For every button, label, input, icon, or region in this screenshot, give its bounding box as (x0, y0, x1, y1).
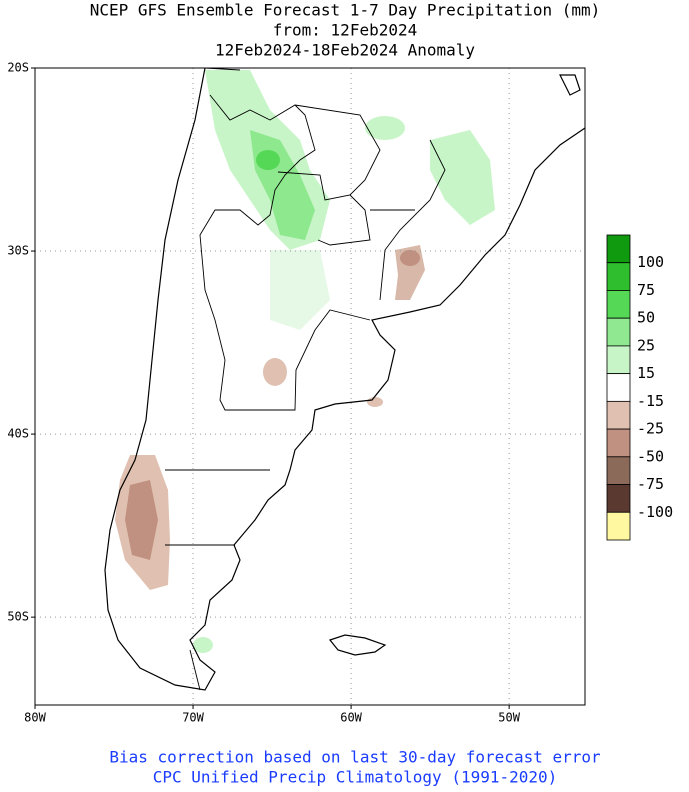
lat-tick-label: 40S (7, 427, 29, 441)
lon-tick-label: 70W (182, 711, 204, 725)
islands (328, 74, 581, 656)
title-line: from: 12Feb2024 (273, 21, 418, 40)
colorbar-cell (606, 290, 631, 319)
colorbar: 100 75 50 25 15 -15 -25 -50 -75 -100 (606, 234, 673, 541)
colorbar-label: -15 (637, 392, 664, 410)
colorbar-label: 15 (637, 364, 655, 382)
lon-tick-label: 50W (498, 711, 520, 725)
colorbar-label: 50 (637, 309, 655, 327)
title-line: 12Feb2024-18Feb2024 Anomaly (215, 41, 475, 60)
wet-area (430, 130, 495, 225)
map (34, 67, 586, 706)
lon-tick-label: 80W (24, 711, 46, 725)
wet-area (256, 150, 280, 170)
colorbar-label: -25 (637, 420, 664, 438)
colorbar-label: -100 (637, 503, 673, 521)
colorbar-cell (606, 262, 631, 291)
colorbar-label: 100 (637, 253, 664, 271)
colorbar-label: -75 (637, 475, 664, 493)
colorbar-cell (606, 400, 631, 430)
dry-area (400, 250, 420, 266)
dry-area (263, 358, 287, 386)
lat-tick-label: 50S (7, 610, 29, 624)
country-border (165, 67, 446, 691)
map-frame-bg (35, 68, 585, 705)
colorbar-cell (606, 456, 631, 485)
wet-area (270, 250, 330, 330)
lat-tick-label: 20S (7, 61, 29, 75)
anomaly-areas (115, 70, 495, 653)
coastline (104, 67, 586, 691)
colorbar-cell (606, 373, 631, 402)
title-line: NCEP GFS Ensemble Forecast 1-7 Day Preci… (90, 1, 601, 20)
wet-area (193, 637, 213, 653)
colorbar-cell (606, 317, 631, 347)
colorbar-label: -50 (637, 447, 664, 465)
dry-area (367, 397, 383, 407)
colorbar-label: 25 (637, 336, 655, 354)
colorbar-label: 75 (637, 281, 655, 299)
colorbar-cell (606, 428, 631, 458)
colorbar-cell (606, 511, 631, 541)
wet-area (365, 116, 405, 140)
footer-line: Bias correction based on last 30-day for… (109, 748, 601, 767)
colorbar-cell (606, 484, 631, 513)
lat-tick-label: 30S (7, 244, 29, 258)
footer-line: CPC Unified Precip Climatology (1991-202… (153, 768, 558, 787)
colorbar-cell (606, 234, 631, 264)
colorbar-cell (606, 345, 631, 375)
lon-tick-label: 60W (340, 711, 362, 725)
map-frame (34, 67, 586, 706)
dry-area (125, 480, 158, 560)
